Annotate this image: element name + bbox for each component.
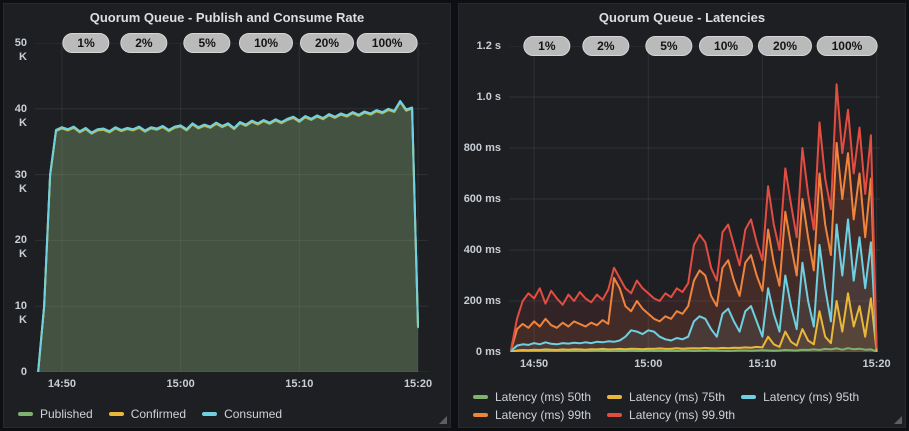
annotation-pill-10pct[interactable]: 10% <box>699 36 754 56</box>
annotation-pill-20pct[interactable]: 20% <box>758 36 813 56</box>
plot-area-latencies[interactable] <box>509 46 880 352</box>
y-axis-label: 400 ms <box>463 244 501 256</box>
panel-resize-handle-icon[interactable] <box>894 416 902 424</box>
legend-item-confirmed[interactable]: Confirmed <box>108 407 187 421</box>
annotation-pill-2pct[interactable]: 2% <box>120 33 168 53</box>
legend-label: Published <box>40 407 93 421</box>
annotation-pill-1pct[interactable]: 1% <box>62 33 110 53</box>
x-axis-label: 15:20 <box>862 358 891 370</box>
panel-resize-handle-icon[interactable] <box>439 416 447 424</box>
annotation-pill-2pct[interactable]: 2% <box>582 36 630 56</box>
legend-label: Latency (ms) 99.9th <box>629 408 736 422</box>
y-axis-label: 1.2 s <box>476 40 501 52</box>
panel-latencies: Quorum Queue - Latencies 1% 2% 5% 10% 20% 100… <box>458 3 906 428</box>
y-axis-label: 800 ms <box>463 142 501 154</box>
legend-swatch-icon <box>741 395 757 399</box>
annotation-pill-10pct[interactable]: 10% <box>239 33 294 53</box>
y-axis-label: 10 K <box>14 300 27 327</box>
series-fill-confirmed <box>38 101 418 372</box>
x-axis-label: 15:10 <box>285 378 314 390</box>
legend-item-latency-ms-50th[interactable]: Latency (ms) 50th <box>473 390 591 404</box>
legend-item-latency-ms-95th[interactable]: Latency (ms) 95th <box>741 390 859 404</box>
annotation-pill-100pct[interactable]: 100% <box>356 33 418 53</box>
legend-publish-consume: Published Confirmed Consumed <box>18 407 398 421</box>
annotation-pill-1pct[interactable]: 1% <box>523 36 571 56</box>
annotation-pill-5pct[interactable]: 5% <box>645 36 693 56</box>
legend-item-latency-ms-99th[interactable]: Latency (ms) 99th <box>473 408 591 422</box>
series-fill-latency-ms-75th <box>511 293 877 352</box>
legend-swatch-icon <box>473 413 488 417</box>
series-fill-published <box>38 102 418 372</box>
y-axis-label: 40 K <box>14 102 27 129</box>
annotation-pill-20pct[interactable]: 20% <box>299 33 354 53</box>
x-axis-label: 15:00 <box>166 378 195 390</box>
legend-latencies: Latency (ms) 50th Latency (ms) 75th Latenc… <box>473 390 881 422</box>
legend-label: Latency (ms) 99th <box>495 408 592 422</box>
series-line-latency-ms-95th <box>510 218 878 352</box>
series-fill-latency-ms-95th <box>511 219 877 352</box>
legend-swatch-icon <box>607 395 623 399</box>
y-axis-label: 30 K <box>14 168 27 195</box>
legend-swatch-icon <box>202 412 218 416</box>
legend-label: Latency (ms) 50th <box>495 390 592 404</box>
series-line-latency-ms-99th <box>510 141 878 351</box>
legend-item-latency-ms-99-9th[interactable]: Latency (ms) 99.9th <box>607 408 735 422</box>
legend-item-published[interactable]: Published <box>18 407 93 421</box>
y-axis-label: 200 ms <box>463 295 501 307</box>
legend-item-latency-ms-75th[interactable]: Latency (ms) 75th <box>607 390 725 404</box>
legend-swatch-icon <box>108 412 124 416</box>
y-axis-label: 0 <box>20 366 27 378</box>
x-axis-label: 14:50 <box>520 358 549 370</box>
panel-publish-consume-rate: Quorum Queue - Publish and Consume Rate … <box>3 3 451 428</box>
y-axis-label: 50 K <box>14 37 27 63</box>
x-axis-label: 15:10 <box>748 358 777 370</box>
series-line-latency-ms-99-9th <box>510 83 878 350</box>
legend-label: Confirmed <box>130 407 187 421</box>
y-axis-label: 0 ms <box>475 346 501 358</box>
legend-swatch-icon <box>607 413 623 417</box>
series-line-latency-ms-50th <box>510 347 878 352</box>
annotation-pill-5pct[interactable]: 5% <box>183 33 231 53</box>
x-axis-label: 14:50 <box>47 378 76 390</box>
legend-label: Latency (ms) 75th <box>629 390 726 404</box>
y-axis-label: 600 ms <box>463 193 501 205</box>
legend-swatch-icon <box>18 412 33 416</box>
annotation-pill-100pct[interactable]: 100% <box>816 36 878 56</box>
series-fill-latency-ms-99-9th <box>511 84 877 352</box>
series-line-consumed <box>37 99 419 372</box>
series-fill-latency-ms-99th <box>511 142 877 352</box>
series-fill-consumed <box>38 100 418 372</box>
panel-title-latencies[interactable]: Quorum Queue - Latencies <box>459 4 905 30</box>
panel-title-publish-consume[interactable]: Quorum Queue - Publish and Consume Rate <box>4 4 450 30</box>
panel-title-text: Quorum Queue - Latencies <box>598 9 766 25</box>
y-axis-label: 20 K <box>14 234 27 261</box>
legend-item-consumed[interactable]: Consumed <box>202 407 282 421</box>
x-axis-label: 15:20 <box>403 378 433 390</box>
legend-swatch-icon <box>473 395 488 399</box>
plot-area-publish-consume[interactable] <box>35 43 428 372</box>
panel-title-text: Quorum Queue - Publish and Consume Rate <box>89 9 365 25</box>
series-line-latency-ms-75th <box>510 292 878 352</box>
y-axis-label: 1.0 s <box>476 91 501 103</box>
legend-label: Latency (ms) 95th <box>763 390 860 404</box>
x-axis-label: 15:00 <box>634 358 663 370</box>
legend-label: Consumed <box>224 407 283 421</box>
